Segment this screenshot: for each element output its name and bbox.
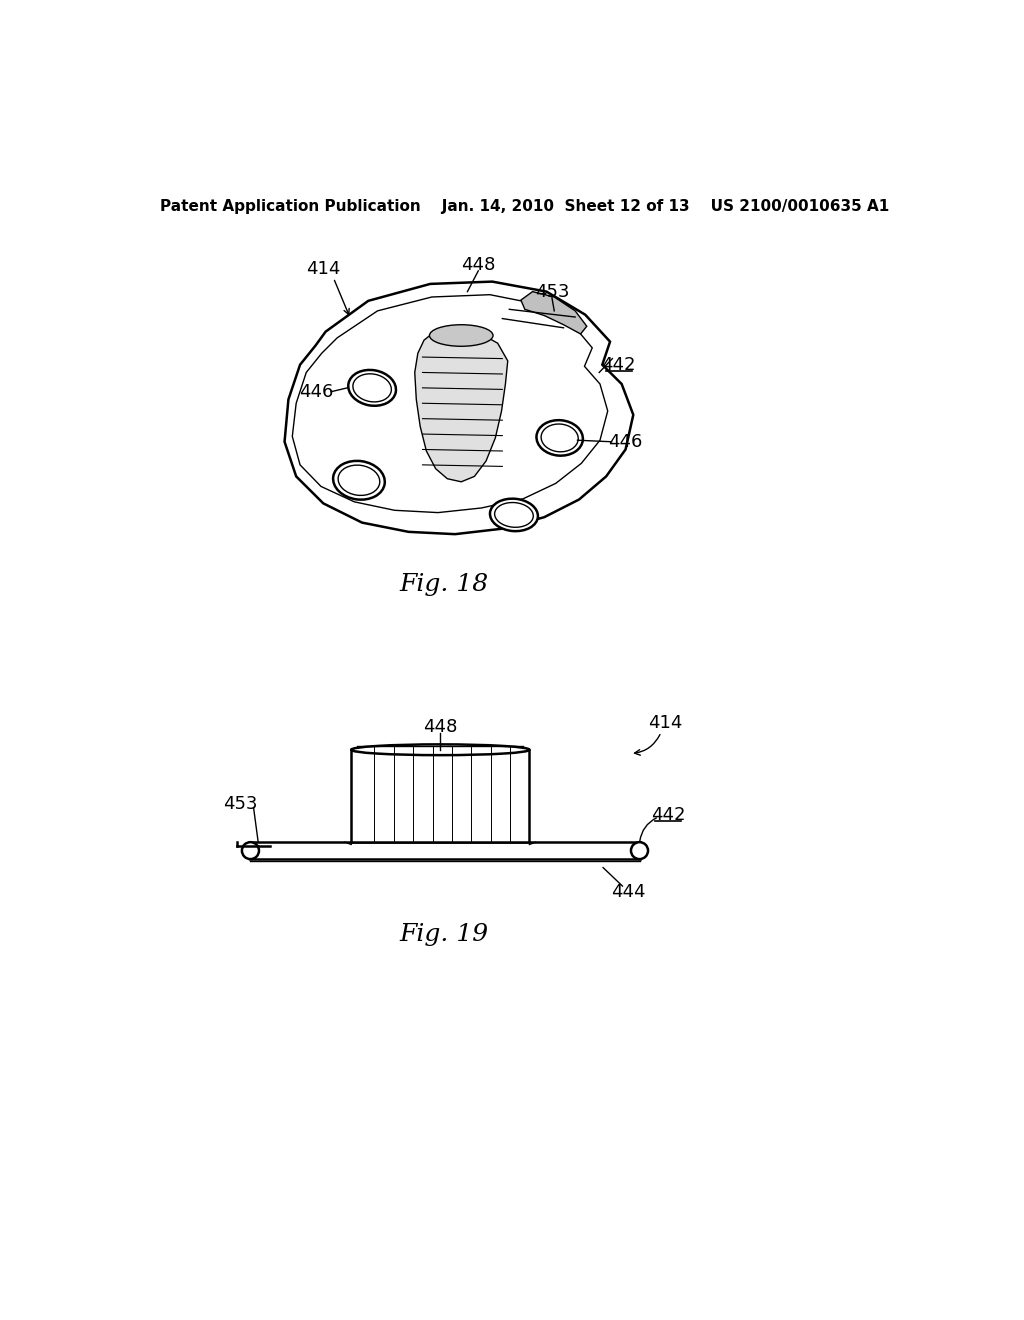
Text: 414: 414	[648, 714, 682, 731]
Polygon shape	[521, 292, 587, 334]
Ellipse shape	[429, 325, 493, 346]
Polygon shape	[285, 281, 633, 535]
Text: Fig. 18: Fig. 18	[399, 573, 488, 595]
Ellipse shape	[489, 499, 538, 531]
Text: 453: 453	[223, 795, 258, 813]
Polygon shape	[415, 330, 508, 482]
Text: 453: 453	[535, 282, 569, 301]
Polygon shape	[351, 750, 529, 842]
Ellipse shape	[537, 420, 583, 455]
Ellipse shape	[242, 842, 259, 859]
Text: 448: 448	[423, 718, 458, 735]
Text: 414: 414	[306, 260, 341, 277]
Text: 444: 444	[610, 883, 645, 902]
Text: 442: 442	[601, 356, 636, 374]
Text: 446: 446	[608, 433, 643, 450]
Ellipse shape	[353, 374, 391, 401]
Ellipse shape	[348, 370, 396, 405]
Ellipse shape	[338, 465, 380, 495]
Ellipse shape	[495, 503, 534, 527]
Ellipse shape	[631, 842, 648, 859]
Text: 442: 442	[651, 807, 685, 824]
Text: Fig. 19: Fig. 19	[399, 923, 488, 946]
Text: 448: 448	[461, 256, 496, 273]
Polygon shape	[251, 842, 640, 859]
Ellipse shape	[541, 424, 579, 451]
Ellipse shape	[333, 461, 385, 500]
Text: 446: 446	[299, 383, 334, 401]
Ellipse shape	[351, 744, 529, 755]
Text: Patent Application Publication    Jan. 14, 2010  Sheet 12 of 13    US 2100/00106: Patent Application Publication Jan. 14, …	[160, 198, 890, 214]
